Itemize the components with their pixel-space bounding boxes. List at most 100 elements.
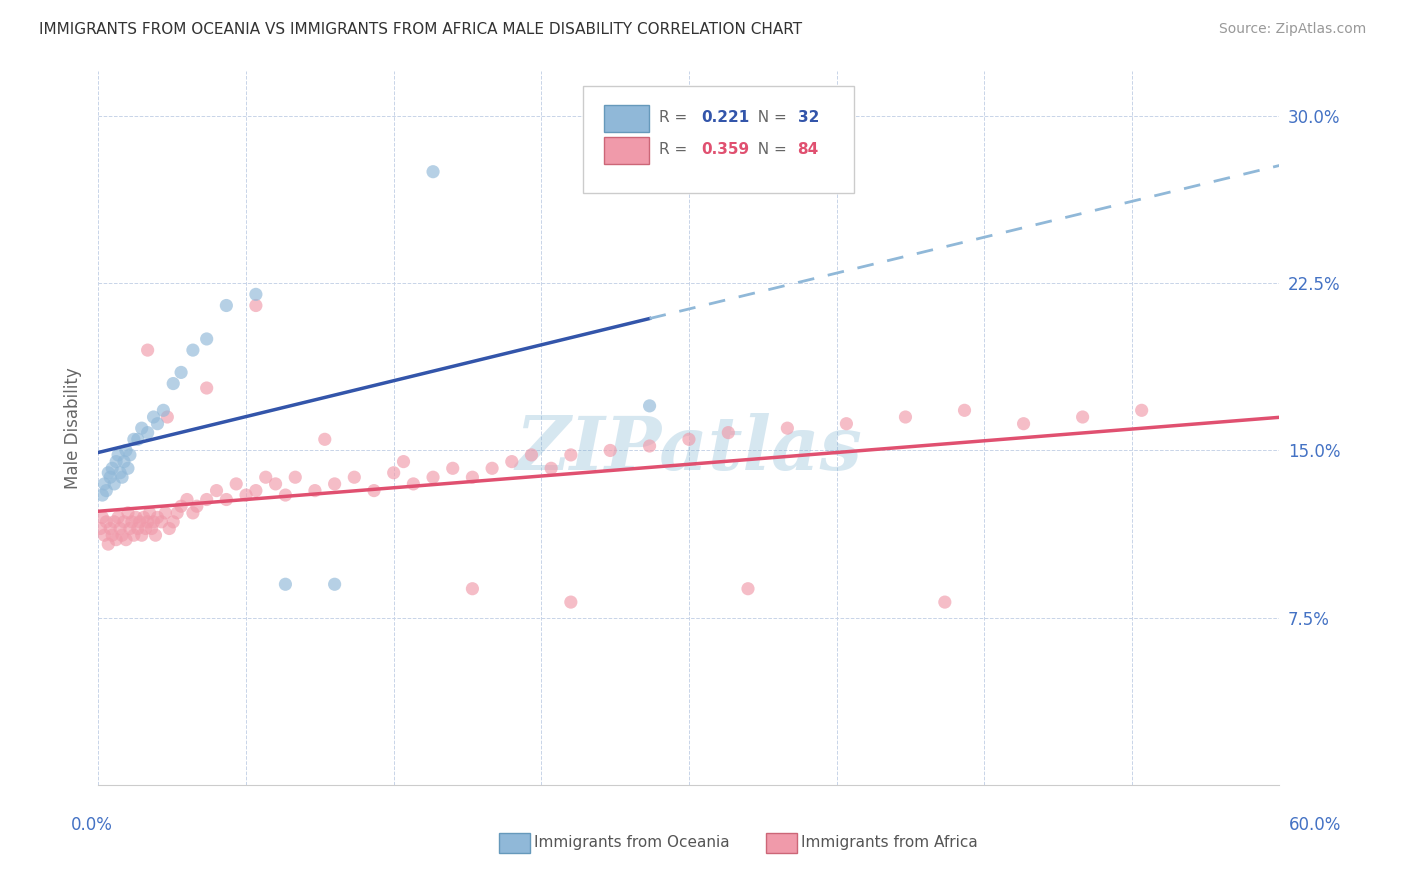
Point	[402, 476, 425, 491]
Point	[105, 533, 128, 547]
Point	[235, 488, 257, 502]
Point	[112, 455, 135, 469]
Point	[101, 528, 124, 542]
Point	[152, 403, 174, 417]
Point	[560, 595, 582, 609]
Text: 0.221: 0.221	[700, 111, 749, 125]
Point	[118, 521, 141, 535]
Point	[215, 492, 238, 507]
Point	[142, 410, 165, 425]
Point	[343, 470, 366, 484]
Point	[737, 582, 759, 596]
Point	[717, 425, 740, 440]
Text: N =: N =	[748, 111, 792, 125]
Point	[166, 506, 188, 520]
Point	[1071, 410, 1094, 425]
Point	[195, 381, 218, 395]
Text: N =: N =	[748, 143, 792, 157]
Point	[540, 461, 562, 475]
Point	[363, 483, 385, 498]
Point	[638, 399, 661, 413]
Point	[392, 455, 415, 469]
Text: 32: 32	[797, 111, 818, 125]
Point	[125, 510, 148, 524]
FancyBboxPatch shape	[766, 833, 797, 853]
Point	[96, 483, 118, 498]
Text: Immigrants from Africa: Immigrants from Africa	[801, 836, 979, 850]
Point	[501, 455, 523, 469]
Point	[678, 433, 700, 447]
Point	[103, 515, 125, 529]
Point	[136, 343, 159, 358]
Point	[382, 466, 405, 480]
FancyBboxPatch shape	[582, 86, 855, 193]
Point	[122, 528, 145, 542]
Point	[91, 488, 114, 502]
Point	[91, 510, 114, 524]
Point	[127, 521, 149, 535]
FancyBboxPatch shape	[605, 137, 648, 164]
Point	[115, 443, 138, 458]
Point	[145, 528, 167, 542]
Point	[323, 476, 346, 491]
Point	[97, 466, 120, 480]
Point	[1012, 417, 1035, 431]
Point	[638, 439, 661, 453]
Point	[117, 506, 139, 520]
Point	[146, 510, 169, 524]
Text: Immigrants from Oceania: Immigrants from Oceania	[534, 836, 730, 850]
Point	[107, 510, 129, 524]
Text: 0.0%: 0.0%	[70, 816, 112, 834]
Point	[128, 515, 150, 529]
Point	[162, 376, 184, 391]
Point	[304, 483, 326, 498]
Point	[245, 287, 267, 301]
Point	[225, 476, 247, 491]
Point	[186, 500, 208, 514]
Point	[117, 461, 139, 475]
Point	[141, 521, 163, 535]
Point	[108, 466, 131, 480]
Point	[245, 298, 267, 313]
Text: 60.0%: 60.0%	[1288, 816, 1341, 834]
Point	[103, 476, 125, 491]
Point	[195, 332, 218, 346]
Point	[118, 448, 141, 462]
Point	[215, 298, 238, 313]
Point	[170, 500, 193, 514]
Point	[93, 528, 115, 542]
Point	[150, 515, 173, 529]
Point	[314, 433, 336, 447]
Point	[520, 448, 543, 462]
Point	[776, 421, 799, 435]
Point	[135, 521, 157, 535]
Point	[142, 515, 165, 529]
Point	[835, 417, 858, 431]
Point	[461, 470, 484, 484]
Point	[98, 521, 121, 535]
Point	[138, 506, 160, 520]
Point	[181, 343, 204, 358]
Point	[560, 448, 582, 462]
Point	[131, 421, 153, 435]
Point	[127, 433, 149, 447]
Point	[894, 410, 917, 425]
Text: IMMIGRANTS FROM OCEANIA VS IMMIGRANTS FROM AFRICA MALE DISABILITY CORRELATION CH: IMMIGRANTS FROM OCEANIA VS IMMIGRANTS FR…	[39, 22, 803, 37]
Point	[111, 470, 134, 484]
Y-axis label: Male Disability: Male Disability	[65, 368, 83, 489]
Point	[195, 492, 218, 507]
Point	[481, 461, 503, 475]
Point	[156, 410, 179, 425]
Text: R =: R =	[659, 143, 693, 157]
Point	[136, 515, 159, 529]
Point	[953, 403, 976, 417]
Point	[155, 506, 177, 520]
Point	[98, 470, 121, 484]
Point	[422, 470, 444, 484]
Point	[264, 476, 287, 491]
Text: R =: R =	[659, 111, 693, 125]
Point	[89, 521, 111, 535]
Point	[115, 533, 138, 547]
Text: ZIPatlas: ZIPatlas	[516, 413, 862, 486]
Point	[274, 577, 297, 591]
